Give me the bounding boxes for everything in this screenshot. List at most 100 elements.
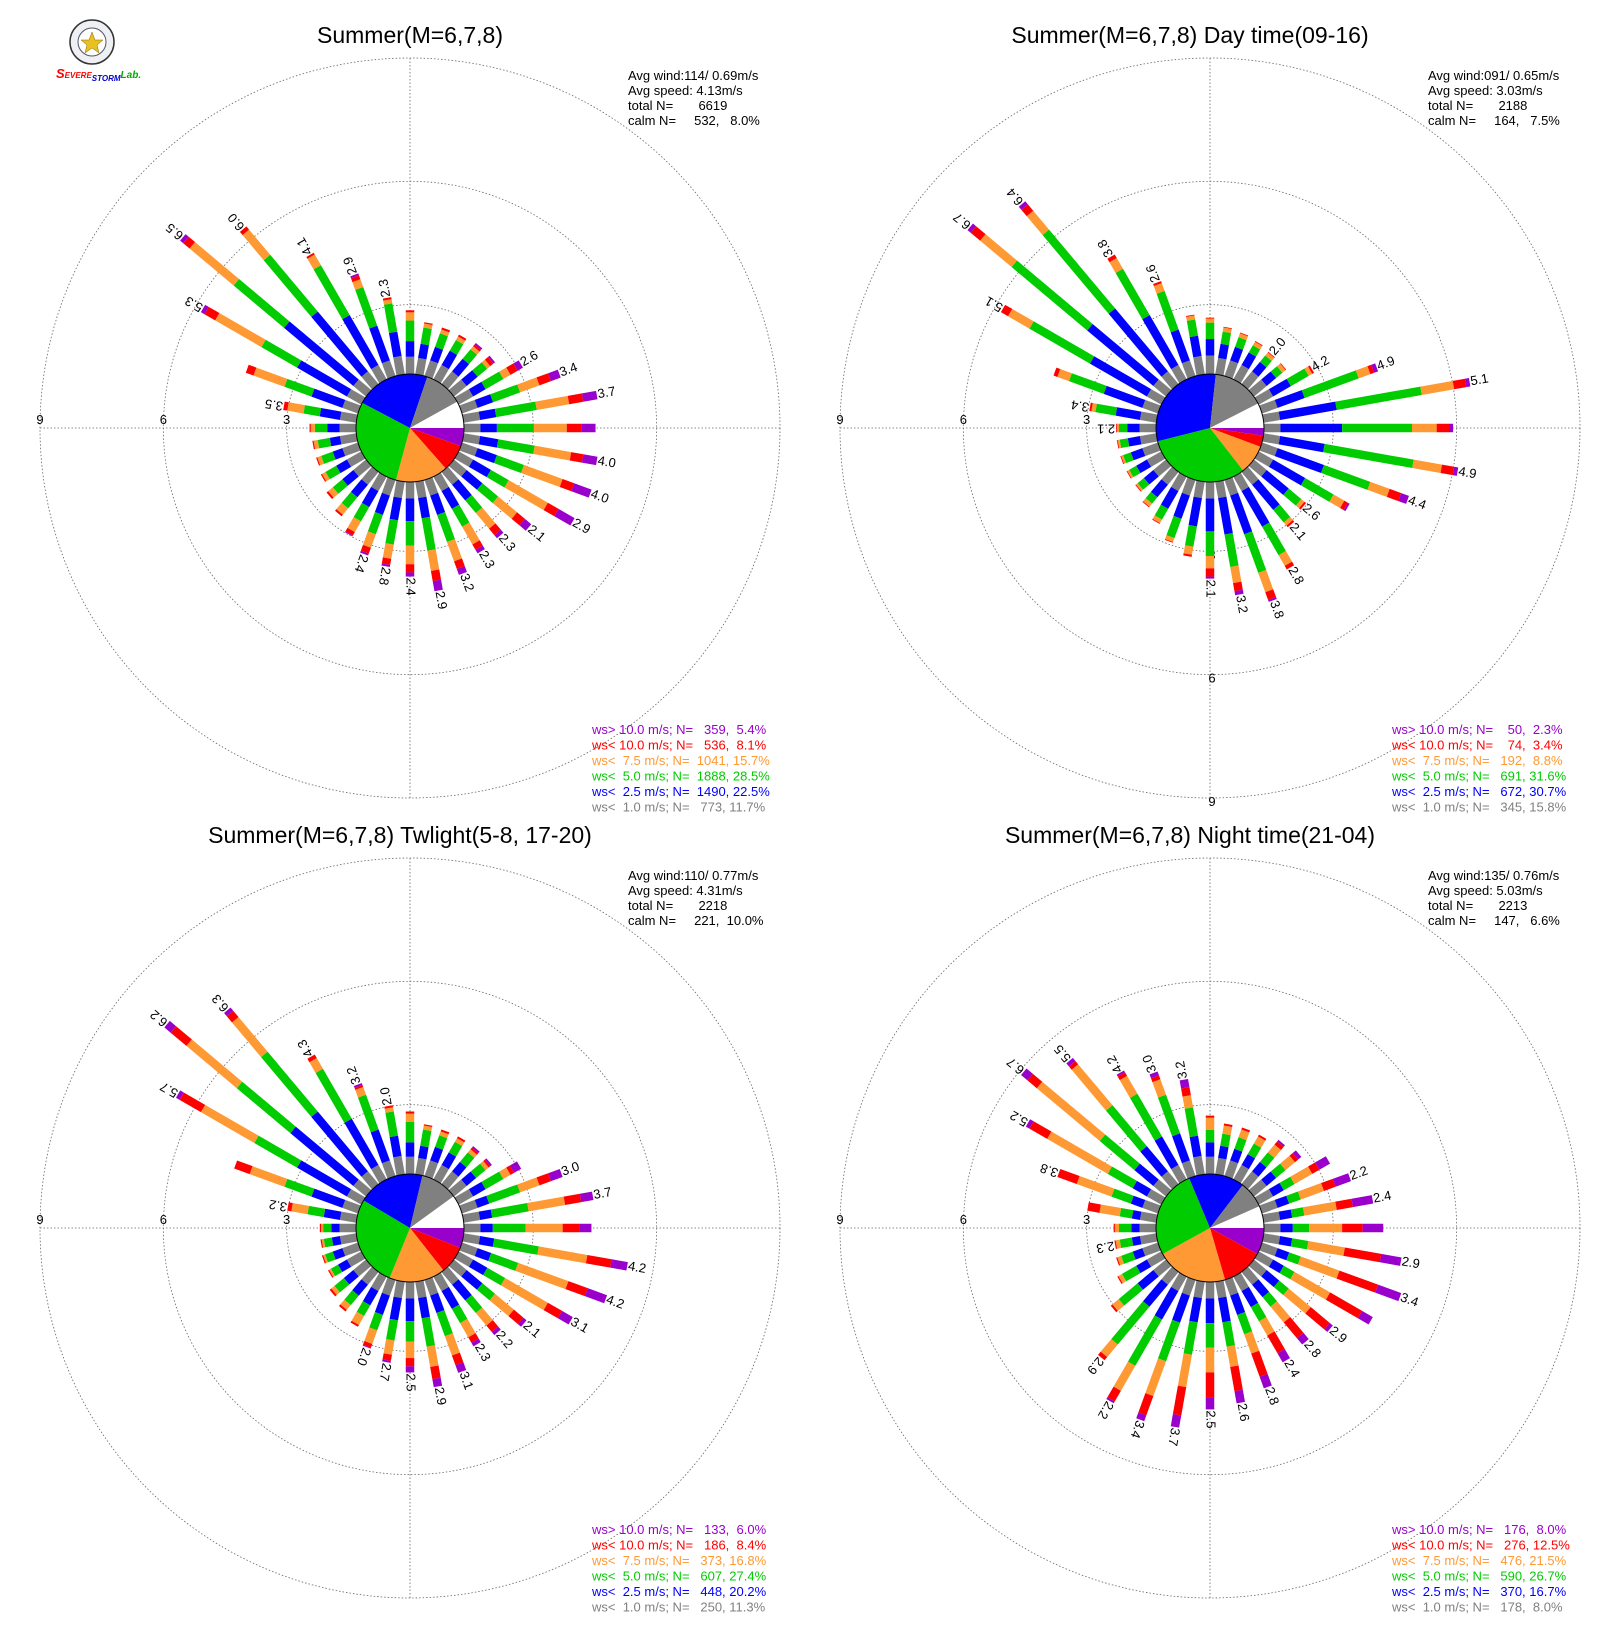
wind-bar-segment <box>1149 495 1154 501</box>
wind-bar-segment <box>1245 374 1256 387</box>
wind-bar-segment <box>167 1024 173 1029</box>
wind-bar-segment <box>1282 553 1288 564</box>
wind-bar-segment <box>323 478 324 479</box>
wind-bar-segment <box>434 494 441 513</box>
legend-entry: ws< 1.0 m/s; N= 773, 11.7% <box>591 800 766 815</box>
wind-bar-segment <box>1342 504 1346 506</box>
wind-bar-segment <box>351 519 357 530</box>
wind-bar-segment <box>1119 1280 1120 1281</box>
wind-bar-segment <box>1169 537 1170 541</box>
legend-entry: ws> 10.0 m/s; N= 359, 5.4% <box>591 722 767 737</box>
wind-bar-segment <box>586 1292 605 1299</box>
wind-bar-segment <box>1193 1297 1197 1321</box>
wind-bar-segment <box>1271 1334 1281 1352</box>
wind-bar-segment <box>451 541 458 560</box>
wind-bar-segment <box>330 1274 331 1275</box>
wind-bar-segment <box>1234 1366 1238 1390</box>
wind-bar-segment <box>475 1341 477 1345</box>
wind-bar-segment <box>1400 497 1408 500</box>
wind-bar-segment <box>1327 1326 1330 1329</box>
wind-bar-segment <box>573 487 590 493</box>
wind-bar-segment <box>1194 336 1198 356</box>
wind-bar-segment <box>474 349 477 352</box>
wind-bar-segment <box>1234 494 1248 533</box>
wind-bar-segment <box>1177 494 1185 517</box>
wind-bar-segment <box>419 481 422 497</box>
wind-bar-segment <box>425 328 428 344</box>
wind-bar-segment <box>1261 446 1276 452</box>
wind-bar-segment <box>516 364 521 367</box>
wind-bar-segment <box>203 1109 256 1140</box>
wind-bar-segment <box>434 1294 440 1311</box>
ring-label: 6 <box>160 412 167 427</box>
wind-bar-segment <box>398 1281 401 1297</box>
stat-line: Avg wind:091/ 0.65m/s <box>1428 68 1560 83</box>
wind-bar-segment <box>459 1364 462 1372</box>
wind-bar-segment <box>349 393 363 401</box>
wind-bar-segment <box>1144 446 1159 452</box>
wind-bar-segment <box>333 1240 341 1241</box>
wind-bar-segment <box>1139 486 1141 487</box>
wind-bar-segment <box>463 1155 471 1164</box>
wind-bar-segment <box>426 518 432 550</box>
wind-bar-segment <box>192 245 236 282</box>
wind-bar-segment <box>550 1173 562 1177</box>
bar-value-label: 2.3 <box>1095 1239 1115 1257</box>
wind-bar-segment <box>550 374 560 378</box>
wind-bar-segment <box>1175 331 1186 362</box>
wind-bar-segment <box>1222 1297 1226 1321</box>
wind-bar-segment <box>1237 367 1245 381</box>
wind-bar-segment <box>1245 1129 1246 1131</box>
wind-bar-segment <box>1072 1064 1075 1067</box>
wind-bar-segment <box>1336 1203 1352 1206</box>
wind-bar-segment <box>1144 1246 1159 1252</box>
wind-bar-segment <box>466 525 476 543</box>
wind-bar-segment <box>1283 1159 1292 1167</box>
bar-value-label: 2.5 <box>404 1373 419 1391</box>
wind-bar-segment <box>345 473 356 482</box>
wind-bar-segment <box>445 469 456 482</box>
wind-bar-segment <box>498 532 501 535</box>
wind-bar-segment <box>1154 482 1165 495</box>
wind-bar-segment <box>486 1163 488 1164</box>
bar-value-label: 3.7 <box>592 1184 612 1202</box>
wind-bar-segment <box>475 366 484 374</box>
wind-bar-segment <box>1272 599 1273 601</box>
wind-bar-segment <box>498 443 534 449</box>
wind-bar-segment <box>1120 1073 1121 1075</box>
wind-bar-segment <box>1170 517 1177 536</box>
wind-bar-segment <box>1078 1180 1113 1193</box>
wind-bar-segment <box>1146 504 1147 505</box>
wind-bar-segment <box>1219 359 1222 375</box>
wind-bar-segment <box>1276 507 1287 520</box>
wind-bar-segment <box>1156 463 1169 474</box>
legend-entry: ws< 1.0 m/s; N= 178, 8.0% <box>1391 1600 1563 1615</box>
wind-bar-segment <box>1219 1159 1222 1175</box>
wind-bar-segment <box>1264 375 1273 383</box>
wind-bar-segment <box>1102 1138 1137 1167</box>
wind-bar-segment <box>1332 498 1343 504</box>
wind-bar-segment <box>1248 1333 1255 1352</box>
wind-bar-segment <box>333 1268 340 1272</box>
legend-entry: ws< 2.5 m/s; N= 370, 16.7% <box>1391 1584 1567 1599</box>
wind-bar-segment <box>445 1131 446 1133</box>
wind-bar-segment <box>354 275 355 277</box>
wind-bar-segment <box>1258 1139 1262 1146</box>
wind-bar-segment <box>1286 492 1299 503</box>
legend-entry: ws< 7.5 m/s; N= 192, 8.8% <box>1391 753 1563 768</box>
wind-bar-segment <box>1101 1354 1104 1357</box>
wind-bar-segment <box>453 342 459 353</box>
wind-bar-segment <box>461 1246 476 1252</box>
wind-bar-segment <box>319 1071 348 1121</box>
wind-bar-segment <box>1369 369 1373 370</box>
wind-bar-segment <box>362 1096 375 1131</box>
bar-value-label: 3.0 <box>559 1158 581 1178</box>
wind-bar-segment <box>1141 1216 1157 1219</box>
wind-bar-segment <box>1299 502 1302 505</box>
wind-bar-segment <box>390 520 394 544</box>
wind-bar-segment <box>461 446 476 452</box>
wind-bar-segment <box>1165 1174 1176 1187</box>
wind-bar-segment <box>1245 1269 1256 1282</box>
wind-bar-segment <box>365 374 376 387</box>
wind-bar-segment <box>973 229 982 237</box>
